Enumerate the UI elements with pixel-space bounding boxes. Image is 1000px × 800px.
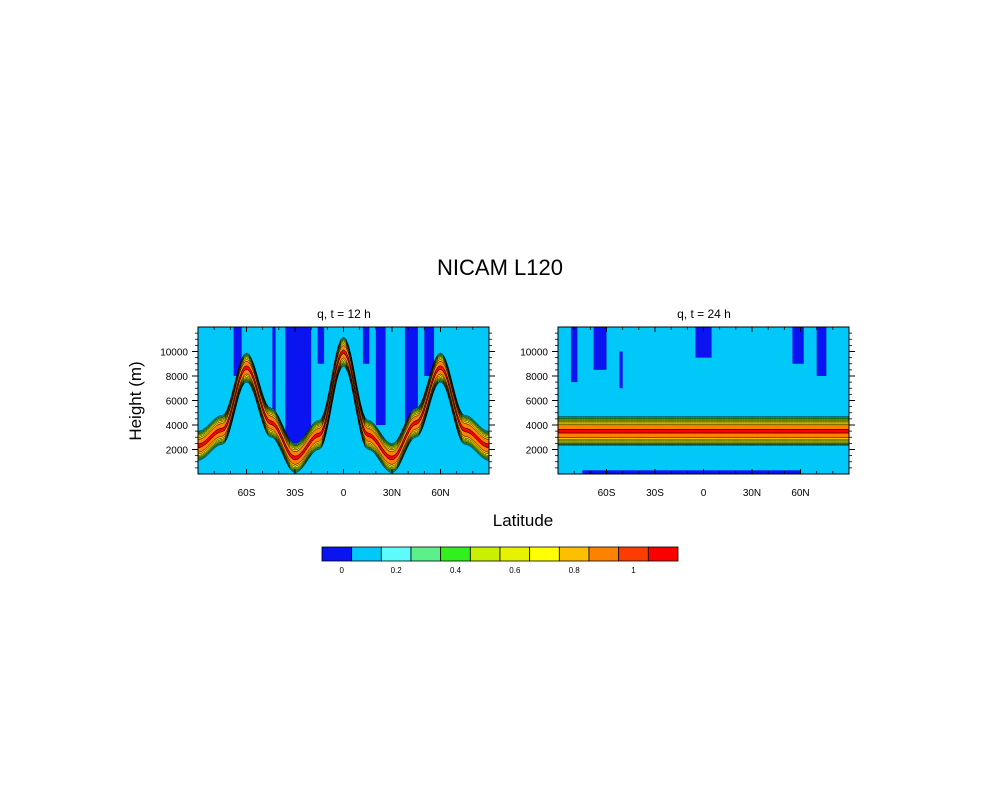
colorbar-box [618, 546, 649, 562]
y-tick-label: 8000 [166, 372, 189, 383]
negative-region [816, 327, 827, 376]
contour-band [198, 342, 489, 467]
negative-region [582, 470, 801, 474]
figure-title: NICAM L120 [437, 255, 563, 280]
colorbar-box [558, 546, 590, 562]
colorbar-box [469, 546, 501, 562]
colorbar-box [529, 546, 560, 562]
panel-t12h: q, t = 12 h 60S 30S 0 30N 60N 2000 4000 6000 800… [160, 307, 495, 499]
contour-band [198, 349, 489, 461]
colorbar-box [588, 546, 620, 562]
x-tick-label: 60N [431, 488, 449, 499]
contour-band [198, 339, 489, 471]
y-tick-label: 10000 [520, 348, 548, 359]
colorbar-box [410, 546, 442, 562]
y-axis-label: Height (m) [126, 361, 145, 440]
contour-band [198, 340, 489, 470]
colorbar-box [440, 546, 471, 562]
negative-region [695, 327, 712, 358]
y-tick-label: 2000 [526, 446, 549, 457]
colorbar-box [321, 546, 353, 562]
colorbar-tick-label: 0.4 [450, 566, 462, 575]
colorbar-tick-label: 0.2 [391, 566, 403, 575]
x-tick-label: 30N [743, 488, 761, 499]
colorbar-tick-label: 0.8 [569, 566, 581, 575]
negative-region [362, 327, 370, 364]
negative-region [619, 351, 623, 389]
x-tick-label: 0 [341, 488, 347, 499]
negative-region [792, 327, 804, 364]
colorbar-tick-label: 0 [340, 566, 345, 575]
contour-band [198, 338, 489, 472]
x-tick-label: 30S [286, 488, 304, 499]
negative-region [404, 327, 418, 425]
negative-region [272, 327, 276, 419]
negative-region [375, 327, 386, 425]
y-tick-label: 8000 [526, 372, 549, 383]
negative-region [317, 327, 325, 364]
colorbar-box [647, 546, 679, 562]
x-tick-label: 60S [238, 488, 256, 499]
contour-band [198, 344, 489, 465]
x-tick-label: 60N [791, 488, 809, 499]
x-tick-label: 30S [646, 488, 664, 499]
y-tick-label: 4000 [166, 421, 189, 432]
panel-t24h: q, t = 24 h 60S 30S 0 30N 60N 2000 4000 6000 800… [520, 307, 855, 499]
negative-region [424, 327, 435, 376]
panel-title: q, t = 24 h [677, 307, 731, 321]
colorbar-tick-label: 0.6 [509, 566, 521, 575]
contour-band [198, 341, 489, 468]
x-axis-label: Latitude [493, 511, 554, 530]
y-tick-label: 2000 [166, 446, 189, 457]
colorbar: 0 0.2 0.4 0.6 0.8 1 [321, 546, 679, 575]
panel-title: q, t = 12 h [317, 307, 371, 321]
negative-region [233, 327, 242, 376]
x-tick-label: 30N [383, 488, 401, 499]
x-tick-label: 60S [598, 488, 616, 499]
colorbar-tick-label: 1 [631, 566, 636, 575]
y-tick-label: 4000 [526, 421, 549, 432]
tracer-field [558, 327, 849, 474]
negative-region [593, 327, 607, 370]
x-tick-label: 0 [701, 488, 707, 499]
y-tick-label: 6000 [166, 397, 189, 408]
colorbar-box [351, 546, 382, 562]
negative-region [285, 327, 312, 450]
contour-band [558, 429, 849, 434]
negative-region [570, 327, 578, 383]
y-tick-label: 6000 [526, 397, 549, 408]
colorbar-box [380, 546, 412, 562]
y-tick-label: 10000 [160, 348, 188, 359]
colorbar-box [499, 546, 531, 562]
tracer-field [198, 327, 489, 474]
